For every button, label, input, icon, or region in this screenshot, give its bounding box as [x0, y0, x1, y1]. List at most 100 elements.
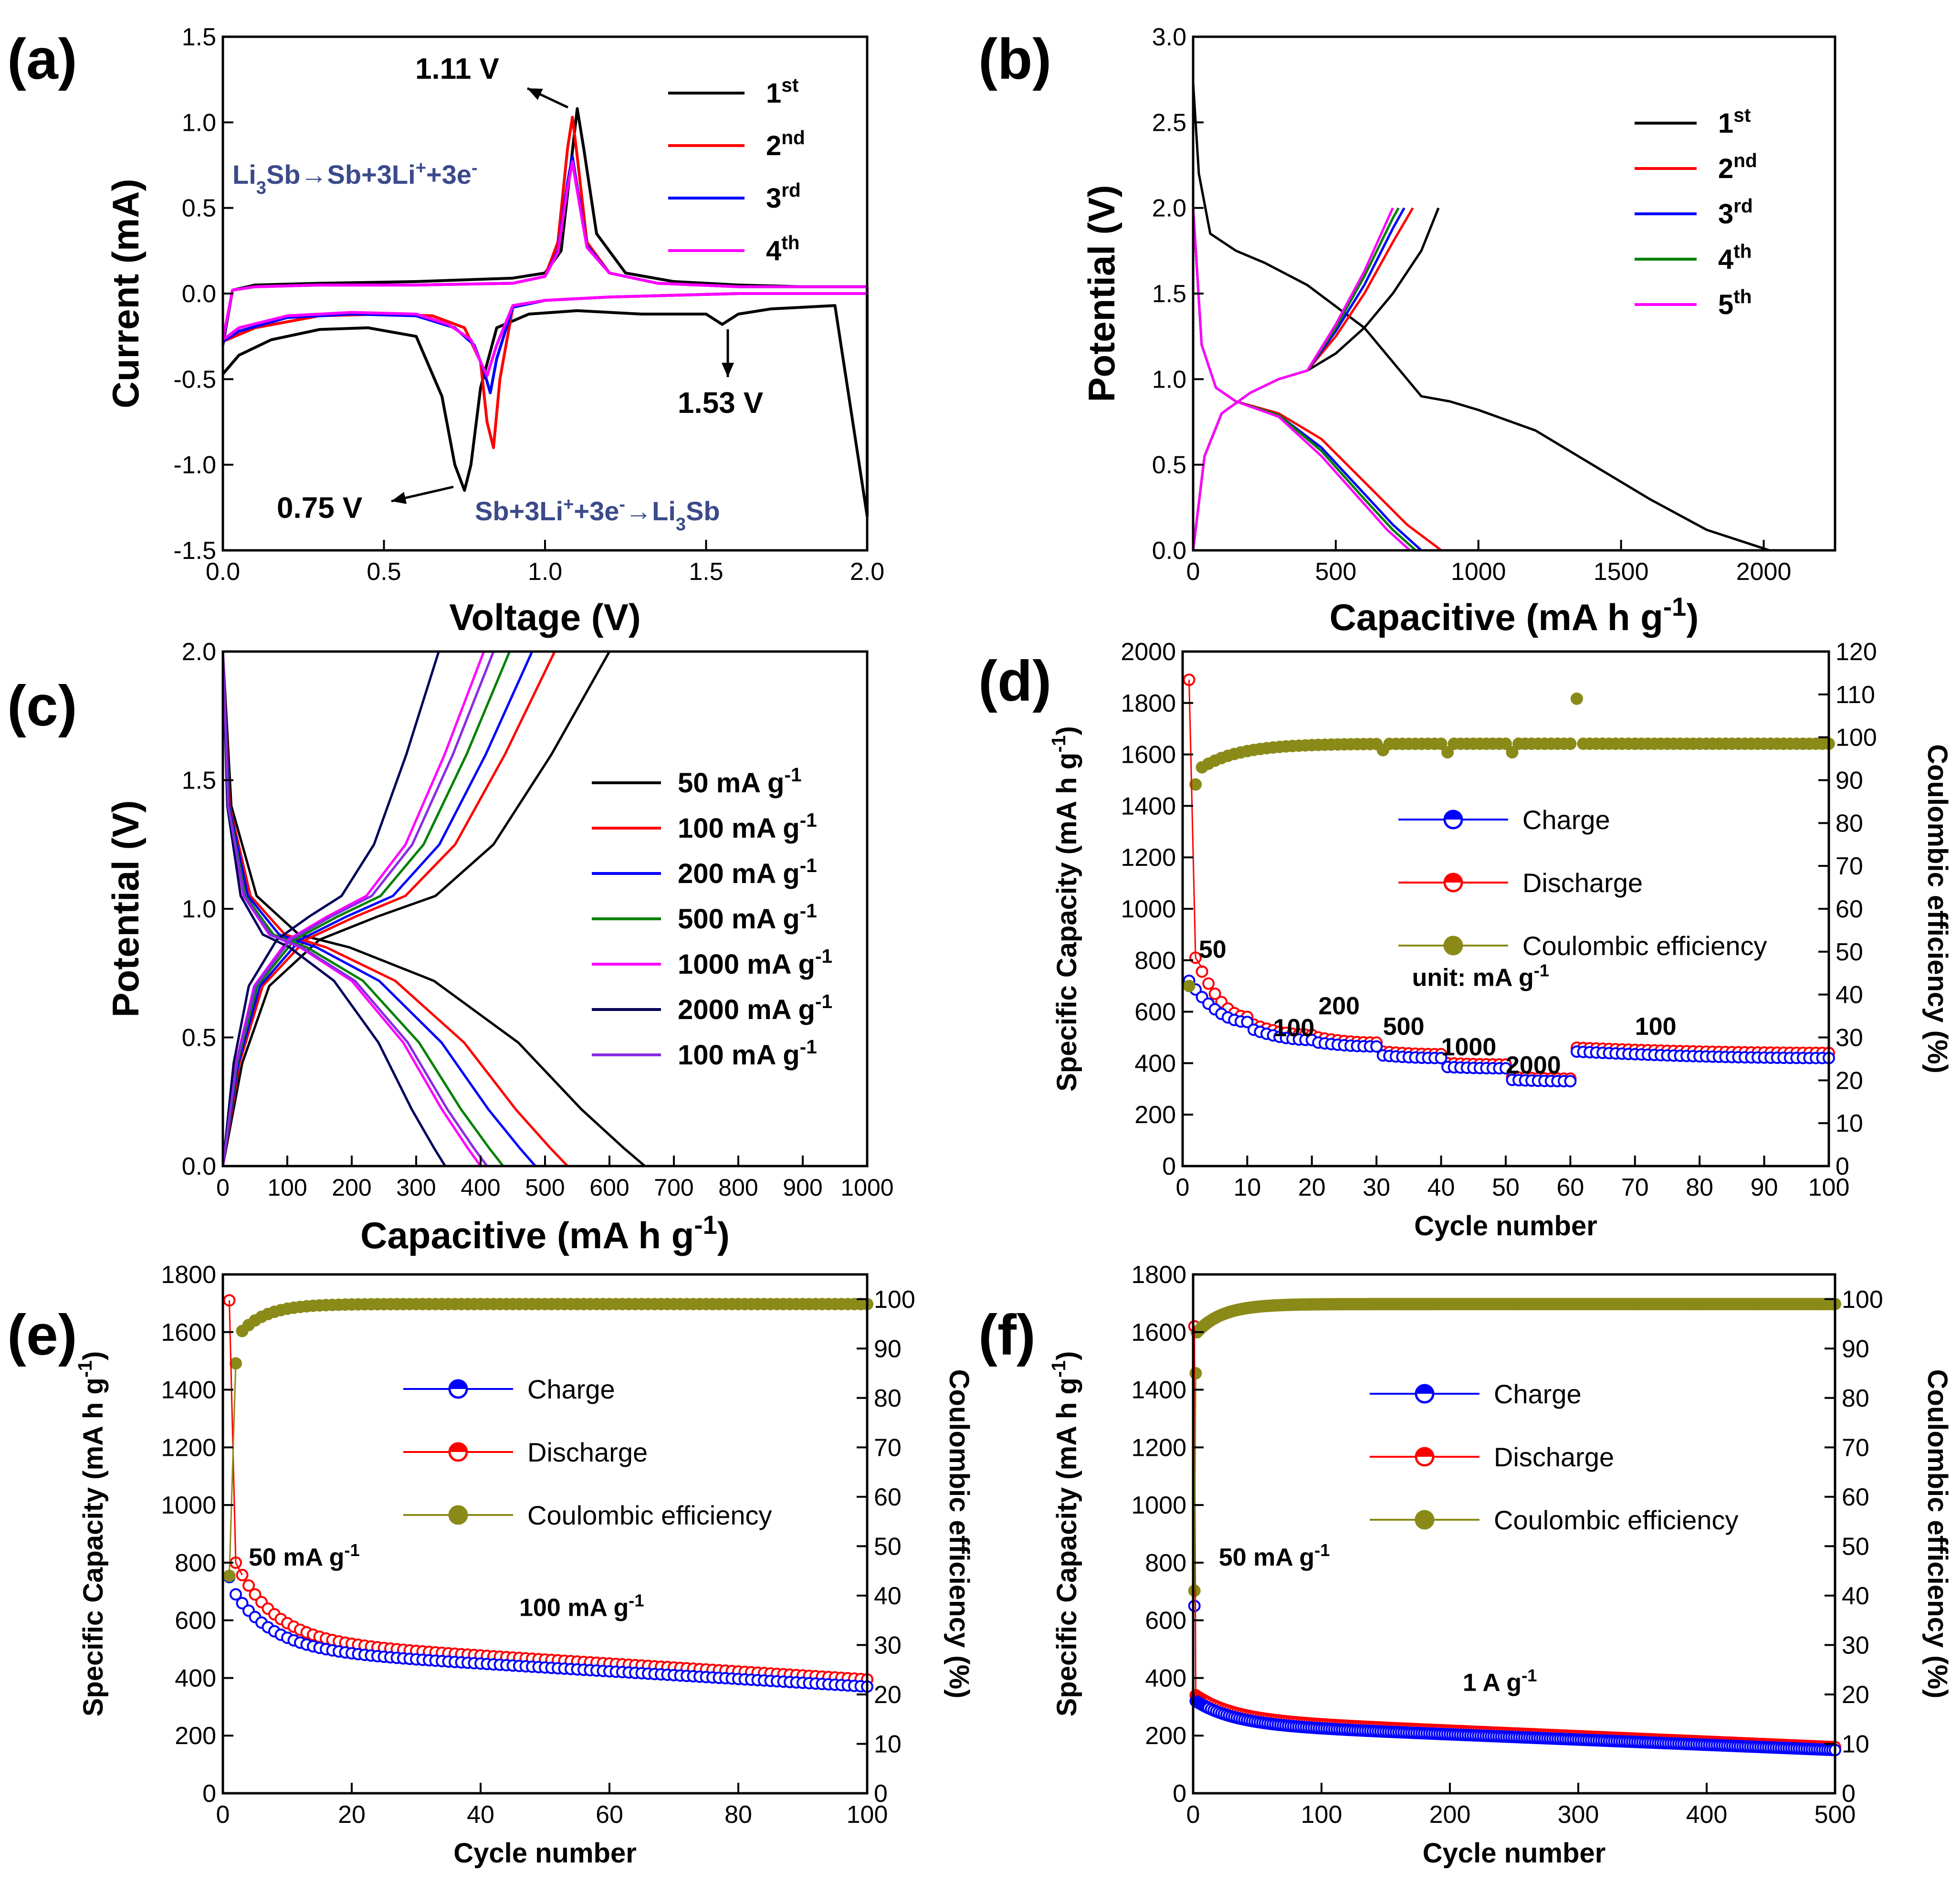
panel-label-e: (e): [7, 1303, 77, 1367]
panel-b: 0 500 1000 1500 2000 0.0 0.5 1.0 1.5 2.0 2.5 3.0 (b)…: [978, 23, 1836, 639]
legend-entry-sup: -1: [784, 764, 801, 786]
y2-tick-label: 30: [1842, 1631, 1869, 1659]
x-axis-title-base: Capacitive (mA h g: [1330, 596, 1663, 638]
y2-tick-label: 70: [1836, 852, 1863, 880]
x-tick-label: 60: [1556, 1174, 1584, 1201]
panel-label-f: (f): [978, 1303, 1036, 1367]
x-tick-label: 0: [1186, 1801, 1200, 1829]
x-axis-title: Cycle number: [1423, 1838, 1606, 1869]
legend-marker-fill: [1445, 874, 1462, 883]
legend-entry-sup: -1: [800, 900, 817, 922]
x-tick-label: 500: [1815, 1801, 1856, 1829]
legend-marker-fill: [450, 1443, 467, 1452]
reaction-reduction-part-3: -: [619, 494, 625, 515]
legend-entry: Discharge: [527, 1437, 648, 1467]
x-tick-label: 30: [1363, 1174, 1390, 1201]
y-tick-label: 1.5: [182, 23, 216, 51]
y-tick-label: 2.0: [1152, 195, 1186, 222]
y2-tick-label: 70: [1842, 1434, 1869, 1462]
y2-tick-label: 20: [1842, 1681, 1869, 1709]
gcd-curve-1: [1192, 83, 1770, 552]
legend-entry: 500 mA g-1: [678, 900, 817, 935]
rate-discharge-1: [221, 651, 646, 1167]
legend-entry-base: 1: [1718, 108, 1733, 139]
y-tick-label: 800: [1145, 1549, 1186, 1577]
legend-entry-sup: th: [1733, 240, 1752, 262]
y-axis-title-tail: ): [1051, 726, 1082, 735]
rate-discharge-3: [221, 651, 536, 1167]
y-axis-title-base: Specific Capacity (mA h g: [78, 1378, 109, 1716]
y2-tick-label: 80: [874, 1385, 902, 1412]
y-tick-label: 1600: [1121, 741, 1176, 769]
legend-marker-fill: [450, 1380, 467, 1389]
discharge-point: [1208, 987, 1221, 1000]
legend-entry-base: 100 mA g: [678, 813, 800, 844]
legend-entry: 3rd: [766, 179, 801, 214]
y2-tick-label: 40: [1842, 1582, 1869, 1610]
y-tick-label: 0.5: [1152, 452, 1186, 479]
y-axis-title-sup: -1: [1048, 736, 1070, 753]
reaction-reduction-part-1: +: [563, 494, 574, 515]
x-axis-title: Capacitive (mA h g-1): [1330, 592, 1699, 639]
x-axis-title: Capacitive (mA h g-1): [360, 1210, 730, 1257]
y-tick-label: 200: [1145, 1722, 1186, 1750]
y2-tick-label: 60: [1836, 895, 1863, 923]
y-tick-label: 0: [202, 1780, 216, 1808]
y-axis-title-base: Specific Capacity (mA h g: [1051, 1378, 1082, 1716]
rate-label-base: 1 A g: [1463, 1669, 1521, 1697]
panel-label-c: (c): [7, 674, 77, 738]
y2-tick-label: 40: [1836, 981, 1863, 1009]
y-tick-label: 200: [175, 1722, 216, 1750]
y-tick-label: 400: [1145, 1664, 1186, 1692]
charge-point: [1188, 1599, 1201, 1612]
y-tick-label: 600: [1134, 999, 1176, 1026]
y2-tick-label: 90: [1836, 767, 1863, 795]
x-tick-label: 90: [1751, 1174, 1778, 1201]
x-tick-label: 1000: [840, 1174, 893, 1201]
rate-label-sup: -1: [629, 1590, 644, 1610]
y2-tick-label: 50: [874, 1533, 902, 1560]
y-tick-label: 1800: [1131, 1261, 1186, 1289]
x-tick-label: 400: [1686, 1801, 1728, 1829]
legend-entry-sup: rd: [781, 179, 801, 201]
legend-marker-fill: [1416, 1385, 1433, 1394]
x-tick-label: 100: [1808, 1174, 1850, 1201]
arrow-peak-sei-head: [722, 363, 734, 377]
y2-tick-label: 20: [1836, 1067, 1863, 1094]
x-tick-label: 100: [267, 1174, 307, 1201]
panel-f: 0 100 200 300 400 500020040060080010001200140…: [978, 1261, 1951, 1869]
ce-point: [1441, 746, 1454, 759]
ce-line: [229, 1363, 237, 1576]
y-tick-label: 2.0: [182, 638, 216, 666]
y-tick-label: 1.0: [182, 895, 216, 923]
x-tick-label: 300: [1558, 1801, 1599, 1829]
legend-entry-sup: -1: [800, 809, 817, 831]
y-axis-title-sup: -1: [74, 1360, 96, 1378]
reaction-oxidation-part-2: Sb→Sb+3Li: [266, 159, 416, 189]
y-axis-title: Current (mA): [105, 179, 147, 409]
legend-entry-sup: th: [1733, 285, 1752, 307]
discharge-point: [1202, 977, 1215, 990]
y-tick-label: 1.5: [1152, 280, 1186, 308]
legend-entry-base: 500 mA g: [678, 904, 800, 935]
y2-tick-label: 120: [1836, 638, 1877, 666]
rate-label: 100 mA g-1: [519, 1590, 644, 1622]
charge-point: [1370, 1040, 1383, 1053]
x-tick-label: 70: [1621, 1174, 1649, 1201]
y-tick-label: -1.0: [173, 452, 216, 479]
y-tick-label: 1400: [161, 1377, 216, 1404]
rate-label: 2000: [1506, 1052, 1561, 1079]
reaction-oxidation-part-4: +3e: [426, 159, 472, 189]
legend-entry-sup: -1: [800, 854, 817, 876]
x-tick-label: 400: [461, 1174, 500, 1201]
reaction-oxidation-part-0: Li: [232, 159, 256, 189]
legend-entry: 2nd: [766, 126, 805, 161]
discharge-point: [249, 1588, 262, 1601]
rate-label: 1 A g-1: [1463, 1665, 1537, 1697]
legend-entry: Coulombic efficiency: [1494, 1505, 1739, 1535]
legend-entry: Discharge: [1494, 1442, 1614, 1472]
y-tick-label: 0: [1162, 1153, 1176, 1180]
legend-entry: Discharge: [1522, 868, 1643, 898]
x-tick-label: 40: [467, 1801, 494, 1829]
legend-entry-base: 1000 mA g: [678, 949, 815, 980]
